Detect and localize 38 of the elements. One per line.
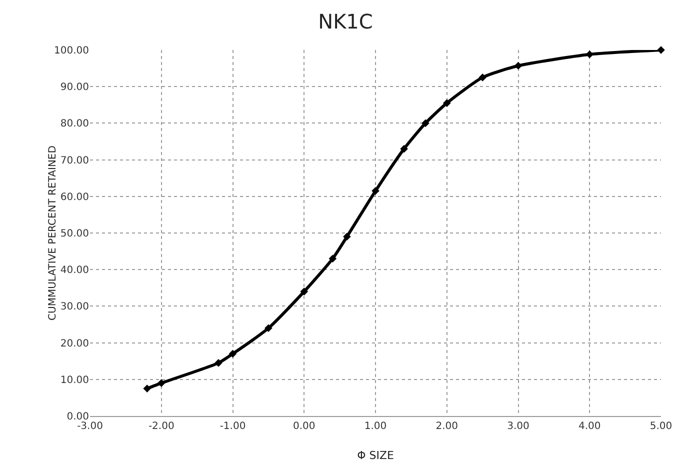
x-tick-label: 4.00 bbox=[578, 421, 601, 432]
point bbox=[228, 350, 237, 358]
point bbox=[514, 62, 522, 70]
y-tick-label: 30.00 bbox=[60, 302, 89, 313]
y-tick-label: 10.00 bbox=[60, 374, 89, 386]
x-tick-label: 1.00 bbox=[364, 421, 387, 432]
y-tick-label: 40.00 bbox=[60, 265, 89, 276]
x-tick-label: 5.00 bbox=[650, 421, 672, 432]
y-tick-label: 50.00 bbox=[60, 228, 89, 240]
y-tick-label: 20.00 bbox=[60, 338, 89, 350]
x-tick-label: 3.00 bbox=[507, 421, 530, 432]
x-tick-label: -1.00 bbox=[220, 421, 246, 432]
chart-title: NK1C bbox=[318, 9, 373, 34]
point bbox=[657, 46, 665, 54]
point bbox=[300, 288, 308, 296]
point bbox=[143, 384, 151, 392]
point bbox=[343, 232, 351, 241]
point bbox=[328, 254, 337, 263]
point bbox=[372, 187, 380, 195]
y-tick-label: 0.00 bbox=[66, 412, 89, 422]
y-tick-label: 90.00 bbox=[60, 82, 89, 94]
x-axis-title: Φ SIZE bbox=[357, 449, 394, 462]
point bbox=[214, 359, 222, 367]
y-tick-label: 100.00 bbox=[54, 46, 89, 56]
point bbox=[422, 119, 430, 128]
y-tick-label: 80.00 bbox=[60, 118, 89, 130]
point bbox=[442, 99, 451, 107]
point bbox=[478, 74, 486, 82]
x-tick-label: -2.00 bbox=[148, 421, 174, 432]
point bbox=[400, 144, 408, 153]
x-tick-label: -3.00 bbox=[77, 421, 103, 432]
x-tick-label: 2.00 bbox=[436, 421, 458, 432]
y-tick-label: 70.00 bbox=[60, 155, 89, 166]
y-tick-label: 60.00 bbox=[60, 192, 89, 203]
point bbox=[157, 379, 166, 387]
point bbox=[264, 324, 272, 332]
y-axis-title: CUMMULATIVE PERCENT RETAINED bbox=[47, 145, 58, 320]
x-tick-label: 0.00 bbox=[292, 421, 316, 432]
